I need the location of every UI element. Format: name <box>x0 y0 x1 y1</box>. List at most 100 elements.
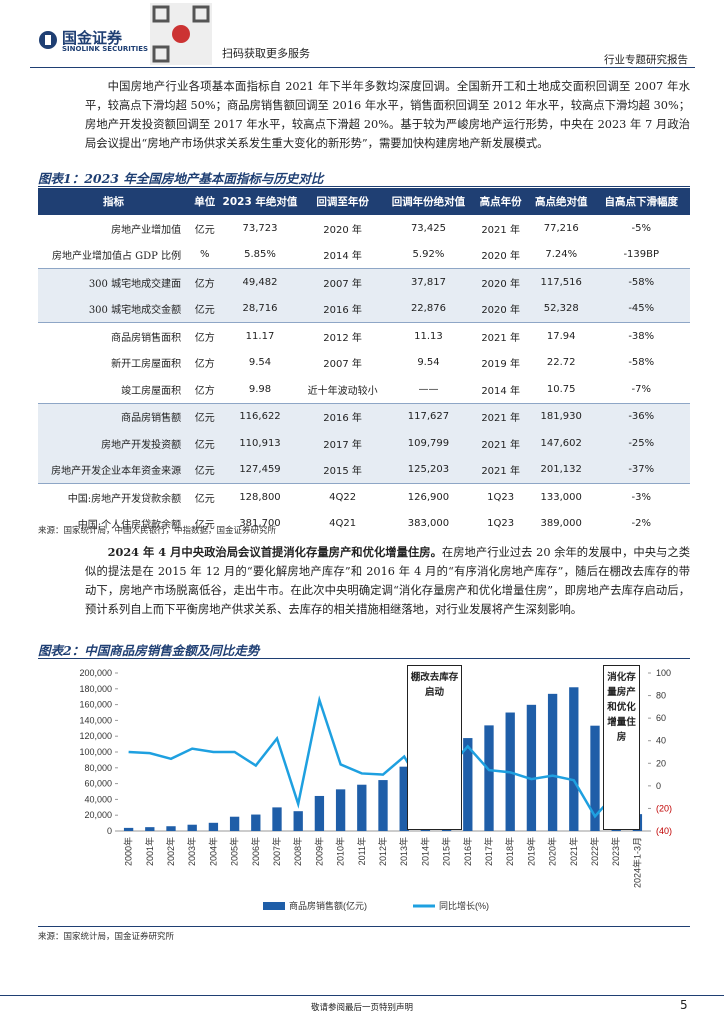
header-cell: 回调至年份 <box>299 188 386 215</box>
title-rule <box>38 186 690 187</box>
x-tick-label: 2006年 <box>250 837 261 866</box>
table-cell: 22.72 <box>546 357 576 369</box>
table-cell: 房地产开发投资额 <box>38 430 190 457</box>
table-row: 300 城宅地成交建面 亿方 49,482 2007 年 37,817 2020 年 117… <box>38 268 690 296</box>
x-tick-label: 2005年 <box>229 837 240 866</box>
table-cell: 127,459 <box>220 456 300 484</box>
table-cell: -5% <box>631 222 651 234</box>
table-cell: 2020 年 <box>323 224 362 236</box>
table-cell: 房地产业增加值占 GDP 比例 <box>51 251 182 263</box>
y2-tick-label: 100 <box>656 668 671 678</box>
bar <box>145 827 155 831</box>
x-tick-label: 2000年 <box>123 837 134 866</box>
y-tick-label: 20,000 <box>84 810 112 820</box>
x-tick-label: 2001年 <box>144 837 155 866</box>
table-cell: % <box>199 249 210 261</box>
table-cell: 128,800 <box>220 483 300 511</box>
table-cell: 亿元 <box>194 520 215 532</box>
table-cell: 9.54 <box>417 357 440 369</box>
y2-tick-label: 0 <box>656 781 661 791</box>
table-cell: 中国:房地产开发贷款余额 <box>38 483 190 511</box>
table-cell: 亿元 <box>194 224 215 236</box>
figure-title: 图表2：中国商品房销售金额及同比走势 <box>38 643 260 658</box>
table-cell: 181,930 <box>529 402 593 430</box>
x-tick-label: 2014年 <box>419 837 430 866</box>
y-tick-label: 120,000 <box>79 731 112 741</box>
table-cell: -58% <box>592 268 690 296</box>
table-cell: 2015 年 <box>299 456 386 484</box>
table-cell: 389,000 <box>540 518 582 530</box>
x-tick-label: 2010年 <box>335 837 346 866</box>
table-cell: 商品房销售面积 <box>38 322 190 350</box>
x-tick-label: 2003年 <box>186 837 197 866</box>
data-table: 指标 单位 2023 年绝对值 回调至年份 回调年份绝对值 高点年份 高点绝对值 自高点下滑幅… <box>38 188 690 537</box>
x-tick-label: 2020年 <box>547 837 558 866</box>
x-tick-label: 2023年 <box>610 837 621 866</box>
chart-rule <box>38 926 690 927</box>
table-cell: 中国:个人住房贷款余额 <box>77 520 182 532</box>
table-cell: 亿元 <box>189 295 221 323</box>
table-row: 商品房销售额 亿元 116,622 2016 年 117,627 2021 年 181,93… <box>38 402 690 430</box>
x-tick-label: 2024年1-3月 <box>631 837 642 888</box>
x-tick-label: 2013年 <box>398 837 409 866</box>
x-tick-label: 2004年 <box>207 837 218 866</box>
bar <box>463 738 473 831</box>
qr-code <box>150 3 212 65</box>
table-cell: 2020 年 <box>471 268 530 296</box>
table-cell: 147,602 <box>529 430 593 457</box>
table-cell: 9.98 <box>248 383 272 395</box>
table-cell: 126,900 <box>385 483 472 511</box>
table-cell: -45% <box>592 295 690 323</box>
bar <box>123 827 134 831</box>
body: 在房地产行业过去 20 余年的发展中，中央与之类似的提法是在 2015 年 12… <box>85 546 690 616</box>
table-cell: 7.24% <box>545 249 578 261</box>
table-cell: 房地产开发企业本年资金来源 <box>38 456 190 484</box>
bar <box>569 687 579 831</box>
table-cell: 2020 年 <box>471 295 530 323</box>
y-tick-label: 80,000 <box>84 763 112 773</box>
table-cell: -2% <box>631 518 651 530</box>
header-cell: 2023 年绝对值 <box>220 188 300 215</box>
table-cell: 亿元 <box>189 456 221 484</box>
table-cell: 亿元 <box>189 402 221 430</box>
bar <box>166 826 176 831</box>
table-cell: 9.54 <box>248 357 272 369</box>
header-row: 指标 单位 2023 年绝对值 回调至年份 回调年份绝对值 高点年份 高点绝对值 自高点下滑幅… <box>38 188 690 215</box>
title-rule <box>38 658 690 659</box>
table-row: 竣工房屋面积 亿方 9.98 近十年波动较小 —— 2014 年 10.75 -7% <box>38 376 690 403</box>
table-cell: 77,216 <box>543 222 579 234</box>
table-cell: 1Q23 <box>487 518 515 530</box>
table-row: 新开工房屋面积 亿方 9.54 2007 年 9.54 2019 年 22.72 -58% <box>38 350 690 377</box>
source: 来源：国家统计局，国金证券研究所 <box>38 932 175 942</box>
table-row: 中国:房地产开发贷款余额 亿元 128,800 4Q22 126,900 1Q23 133,… <box>38 483 690 511</box>
bar <box>399 766 409 831</box>
footer-rule <box>0 995 724 996</box>
table-cell: 亿方 <box>189 268 221 296</box>
table-cell: 125,203 <box>385 456 472 484</box>
table-cell: 133,000 <box>529 483 593 511</box>
table-cell: 近十年波动较小 <box>307 385 378 397</box>
table-cell: 2021 年 <box>471 402 530 430</box>
table-cell: 109,799 <box>385 430 472 457</box>
table-cell: 2021 年 <box>471 456 530 484</box>
y2-tick-label: 40 <box>656 736 666 746</box>
x-tick-label: 2009年 <box>313 837 324 866</box>
table-cell: 2012 年 <box>299 322 386 350</box>
table-cell: 亿方 <box>194 385 215 397</box>
x-tick-label: 2007年 <box>271 837 282 866</box>
table-cell: 2014 年 <box>481 385 520 397</box>
source: 来源：国家统计局，中国人民银行，中指数据，国金证券研究所 <box>38 526 277 536</box>
chart: 0 20,000 40,000 60,000 80,000 100,000 120,000 1… <box>79 668 672 911</box>
table-cell: 竣工房屋面积 <box>121 385 182 397</box>
table-cell: 2020 年 <box>481 251 520 263</box>
bar <box>208 822 219 831</box>
x-tick-label: 2021年 <box>568 837 579 866</box>
table-cell: 1Q23 <box>471 483 530 511</box>
paragraph: 中国房地产行业各项基本面指标自 2021 年下半年多数均深度回调。全国新开工和土… <box>85 80 690 150</box>
logo-icon <box>39 31 57 49</box>
x-tick-label: 2011年 <box>356 837 367 865</box>
table-cell: 商品房销售额 <box>38 402 190 430</box>
qr-caption: 扫码获取更多服务 <box>222 47 310 60</box>
table-cell: 300 城宅地成交建面 <box>38 268 190 296</box>
